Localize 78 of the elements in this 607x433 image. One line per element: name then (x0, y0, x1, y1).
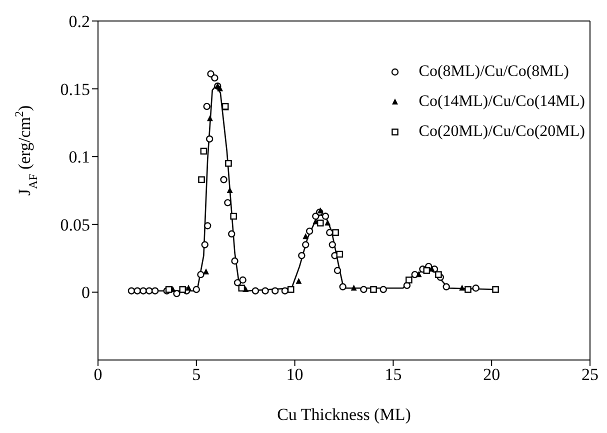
point (472, 284, 480, 292)
x-tick-label: 10 (286, 365, 304, 384)
point (380, 286, 387, 294)
y-tick-label: 0 (82, 283, 90, 302)
point (336, 250, 344, 258)
point (492, 286, 499, 293)
point (339, 283, 346, 290)
x-tick-label: 20 (483, 365, 500, 384)
point (287, 286, 294, 293)
point (302, 233, 309, 240)
point (459, 284, 466, 291)
point (416, 271, 422, 278)
legend-label: Co(8ML)/Cu/Co(8ML) (418, 63, 569, 81)
point (140, 287, 147, 294)
point (206, 135, 214, 143)
point (186, 284, 192, 291)
point (298, 252, 306, 260)
point (406, 276, 412, 284)
legend-label: Co(20ML)/Cu/Co(20ML) (418, 123, 585, 141)
x-tick-label: 15 (384, 365, 402, 384)
point (224, 199, 232, 206)
point (203, 102, 210, 110)
point (334, 266, 342, 274)
point (435, 271, 442, 278)
point (217, 85, 224, 92)
point (151, 287, 159, 294)
point (328, 241, 336, 248)
y-tick-label: 0.15 (60, 80, 90, 99)
x-tick-label: 5 (192, 365, 201, 384)
point (234, 279, 242, 286)
point (239, 276, 246, 284)
point (198, 176, 205, 184)
point (317, 207, 324, 214)
point (230, 212, 237, 220)
point (252, 287, 260, 294)
point (326, 228, 334, 236)
point (332, 229, 339, 236)
point (324, 220, 331, 226)
point (203, 268, 210, 274)
y-tick-label: 0.05 (60, 215, 90, 234)
point (350, 284, 357, 291)
point (134, 287, 141, 294)
point (201, 241, 208, 248)
point (306, 228, 314, 235)
point (360, 286, 368, 294)
x-tick-label: 25 (582, 365, 598, 384)
point (296, 278, 302, 284)
x-tick-label: 0 (94, 365, 102, 384)
point (220, 176, 228, 184)
point (464, 286, 472, 293)
point (272, 287, 279, 294)
y-tick-label: 0.2 (68, 12, 90, 32)
y-tick-label: 0.1 (68, 148, 90, 167)
point (128, 287, 136, 294)
point (200, 148, 208, 155)
point (423, 267, 430, 274)
point (370, 286, 377, 293)
point (173, 290, 180, 298)
legend-label: Co(14ML)/Cu/Co(14ML) (418, 93, 585, 111)
point (225, 160, 232, 167)
point (228, 230, 236, 238)
point (179, 286, 186, 293)
point (316, 220, 324, 226)
point (226, 187, 233, 193)
x-axis-title: Cu Thickness (ML) (277, 405, 411, 424)
point (281, 287, 289, 294)
point (262, 287, 269, 294)
point (211, 74, 218, 82)
point (204, 222, 212, 230)
point (206, 115, 213, 122)
point (192, 286, 200, 294)
point (231, 257, 238, 265)
point (146, 287, 153, 294)
point (197, 270, 204, 278)
point (238, 284, 246, 292)
point (322, 212, 330, 220)
point (302, 241, 310, 248)
point (442, 283, 450, 290)
